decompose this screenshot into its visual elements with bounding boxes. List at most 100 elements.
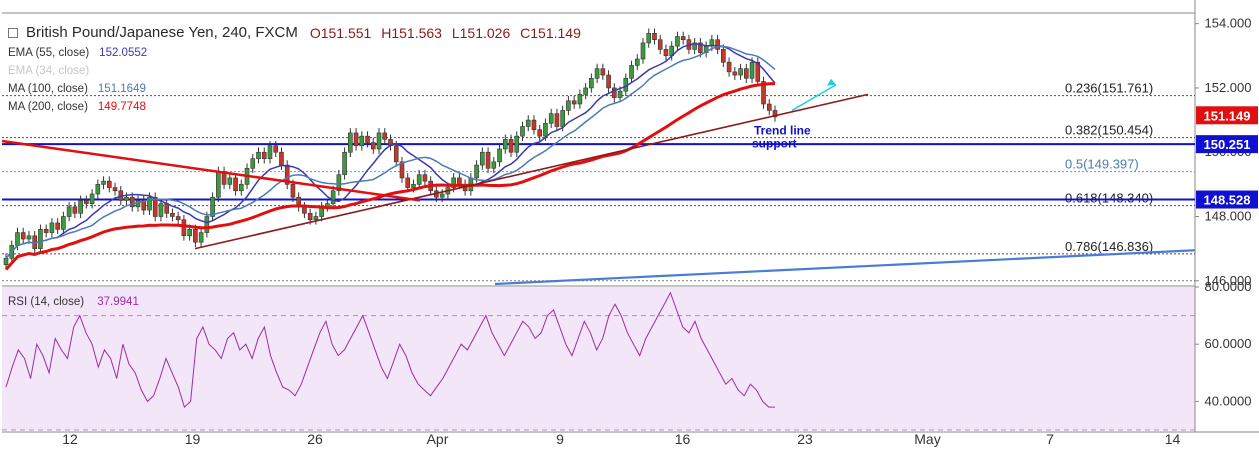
candle-body[interactable] <box>571 100 577 105</box>
candle-body[interactable] <box>629 65 634 79</box>
candle-body[interactable] <box>411 184 416 188</box>
candle-body[interactable] <box>726 61 732 73</box>
candle-body[interactable] <box>175 216 181 221</box>
candle-body[interactable] <box>439 193 445 198</box>
candle-body[interactable] <box>66 206 72 217</box>
candle-body[interactable] <box>313 216 319 221</box>
candle-body[interactable] <box>416 174 422 185</box>
candle-body[interactable] <box>250 158 256 169</box>
candle-body[interactable] <box>84 200 89 204</box>
candle-body[interactable] <box>307 212 313 221</box>
candle-body[interactable] <box>164 203 169 214</box>
candle-body[interactable] <box>204 216 210 233</box>
candle-body[interactable] <box>520 126 525 137</box>
candle-body[interactable] <box>663 49 669 57</box>
candle-body[interactable] <box>502 139 508 150</box>
candle-body[interactable] <box>497 148 502 163</box>
candle-body[interactable] <box>721 49 726 63</box>
candle-body[interactable] <box>336 174 342 192</box>
candle-body[interactable] <box>761 81 766 105</box>
candle-body[interactable] <box>680 36 686 41</box>
candle-body[interactable] <box>755 61 761 82</box>
candle-body[interactable] <box>141 200 147 211</box>
candle-body[interactable] <box>772 110 778 118</box>
candle-body[interactable] <box>187 229 192 237</box>
candle-body[interactable] <box>152 196 158 217</box>
candle-body[interactable] <box>508 139 514 153</box>
candle-body[interactable] <box>89 193 95 204</box>
candle-body[interactable] <box>38 229 43 249</box>
candle-body[interactable] <box>548 113 554 124</box>
candle-body[interactable] <box>675 36 680 47</box>
candle-body[interactable] <box>554 113 560 127</box>
indicator-ema55[interactable]: EMA (55, close) 152.0552 <box>8 47 581 59</box>
candle-body[interactable] <box>78 200 83 214</box>
candle-body[interactable] <box>20 232 26 240</box>
candle-body[interactable] <box>3 257 9 266</box>
candle-body[interactable] <box>600 68 606 76</box>
candle-body[interactable] <box>514 135 520 153</box>
candle-body[interactable] <box>273 145 279 153</box>
candle-body[interactable] <box>256 151 261 159</box>
candle-body[interactable] <box>95 184 101 195</box>
candle-body[interactable] <box>399 161 405 179</box>
candle-body[interactable] <box>158 203 164 217</box>
candle-body[interactable] <box>715 39 720 50</box>
candle-body[interactable] <box>577 94 583 105</box>
candle-body[interactable] <box>617 90 623 98</box>
candle-body[interactable] <box>560 110 565 127</box>
indicator-ema34[interactable]: EMA (34, close) <box>8 65 581 77</box>
candle-body[interactable] <box>15 232 20 246</box>
candle-body[interactable] <box>181 219 187 237</box>
candle-body[interactable] <box>26 235 32 240</box>
candle-body[interactable] <box>147 196 152 211</box>
candle-body[interactable] <box>485 151 491 169</box>
candle-body[interactable] <box>422 174 428 182</box>
candle-body[interactable] <box>543 122 548 137</box>
candle-body[interactable] <box>290 184 296 198</box>
candle-body[interactable] <box>744 68 749 79</box>
candle-body[interactable] <box>480 151 485 166</box>
candle-body[interactable] <box>566 100 571 111</box>
candle-body[interactable] <box>405 177 411 188</box>
candle-body[interactable] <box>261 151 267 159</box>
candle-body[interactable] <box>537 129 543 137</box>
candle-body[interactable] <box>749 61 755 79</box>
candle-body[interactable] <box>634 58 640 66</box>
candle-body[interactable] <box>170 212 175 217</box>
candle-body[interactable] <box>216 171 221 198</box>
candle-body[interactable] <box>233 177 238 192</box>
candle-body[interactable] <box>474 164 479 179</box>
candle-body[interactable] <box>370 142 376 150</box>
candle-body[interactable] <box>193 229 198 243</box>
candle-body[interactable] <box>589 77 594 89</box>
candle-body[interactable] <box>531 119 537 131</box>
candle-body[interactable] <box>491 161 497 169</box>
candle-body[interactable] <box>382 132 388 140</box>
candle-body[interactable] <box>342 151 347 176</box>
candle-body[interactable] <box>766 103 772 111</box>
candle-body[interactable] <box>43 229 49 233</box>
candle-body[interactable] <box>606 74 611 89</box>
candle-body[interactable] <box>129 196 135 208</box>
candle-body[interactable] <box>393 145 399 163</box>
candle-body[interactable] <box>457 177 462 185</box>
candle-body[interactable] <box>210 196 215 217</box>
candle-body[interactable] <box>49 222 55 233</box>
candle-body[interactable] <box>238 184 244 192</box>
candle-body[interactable] <box>365 135 370 143</box>
candle-body[interactable] <box>359 135 365 147</box>
candle-body[interactable] <box>525 119 531 127</box>
candle-body[interactable] <box>267 145 273 159</box>
candle-body[interactable] <box>106 180 112 188</box>
candle-body[interactable] <box>376 132 382 150</box>
candle-body[interactable] <box>112 187 118 192</box>
collapse-icon[interactable] <box>8 27 18 38</box>
candle-body[interactable] <box>302 206 307 214</box>
candle-body[interactable] <box>330 190 336 204</box>
candle-body[interactable] <box>640 42 646 60</box>
candle-body[interactable] <box>284 164 290 185</box>
candle-body[interactable] <box>698 42 703 53</box>
candle-body[interactable] <box>652 32 657 41</box>
indicator-ma100[interactable]: MA (100, close) 151.1649 <box>8 83 581 95</box>
